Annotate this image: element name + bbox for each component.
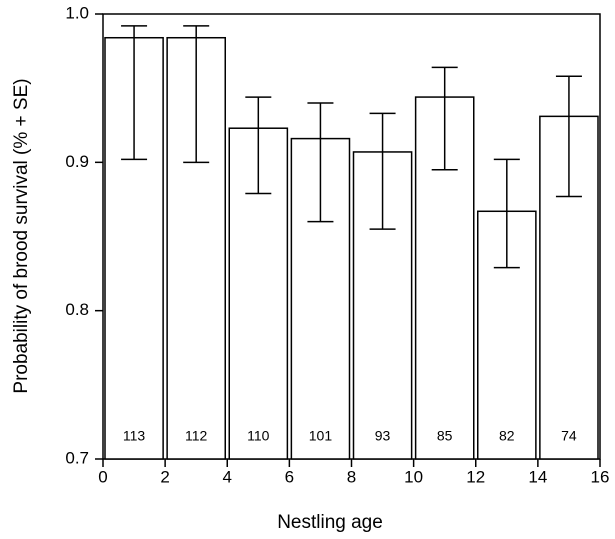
count-label: 101 bbox=[309, 428, 333, 444]
count-label: 110 bbox=[247, 428, 270, 444]
count-label: 82 bbox=[499, 428, 515, 444]
y-tick-label: 1.0 bbox=[65, 3, 89, 22]
count-label: 85 bbox=[437, 428, 453, 444]
count-label: 113 bbox=[123, 428, 146, 444]
x-axis-label: Nestling age bbox=[277, 512, 383, 533]
x-tick-label: 8 bbox=[347, 467, 356, 486]
x-tick-label: 12 bbox=[466, 467, 485, 486]
y-tick-label: 0.9 bbox=[65, 152, 89, 171]
y-tick-label: 0.8 bbox=[65, 300, 89, 319]
x-tick-label: 4 bbox=[223, 467, 232, 486]
count-label: 74 bbox=[561, 428, 577, 444]
count-label: 112 bbox=[185, 428, 208, 444]
y-tick-label: 0.7 bbox=[65, 448, 89, 467]
x-tick-label: 10 bbox=[404, 467, 423, 486]
x-tick-label: 16 bbox=[591, 467, 610, 486]
y-axis-label: Probability of brood survival (% + SE) bbox=[11, 78, 32, 393]
x-tick-label: 14 bbox=[528, 467, 547, 486]
x-tick-label: 6 bbox=[285, 467, 294, 486]
count-label: 93 bbox=[375, 428, 391, 444]
x-tick-label: 2 bbox=[160, 467, 169, 486]
x-tick-label: 0 bbox=[98, 467, 107, 486]
